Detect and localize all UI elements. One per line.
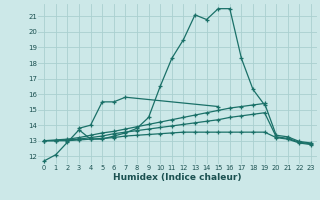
X-axis label: Humidex (Indice chaleur): Humidex (Indice chaleur) xyxy=(113,173,242,182)
